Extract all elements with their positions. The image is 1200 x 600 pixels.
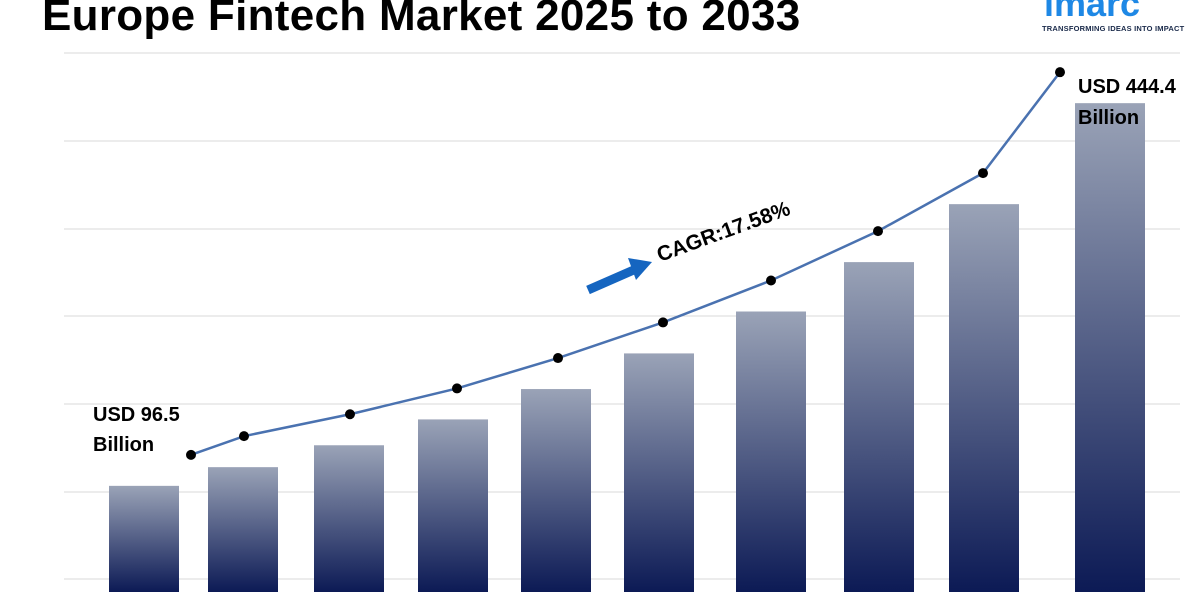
end-value-label: USD 444.4	[1078, 76, 1177, 98]
page-title: Europe Fintech Market 2025 to 2033	[42, 0, 801, 40]
start-unit-label: Billion	[93, 434, 154, 456]
trend-marker	[553, 353, 563, 364]
bar	[208, 467, 278, 592]
imarc-logo: imarc TRANSFORMING IDEAS INTO IMPACT	[1040, 0, 1200, 38]
cagr-arrow-group	[586, 258, 652, 295]
trend-marker	[1055, 67, 1065, 78]
trend-line	[190, 71, 1061, 457]
bar	[736, 311, 806, 592]
trend-line-group	[186, 67, 1065, 460]
logo-wordmark: imarc	[1044, 0, 1141, 24]
cagr-arrow-head	[628, 258, 652, 280]
trend-marker	[766, 275, 776, 286]
bar	[109, 485, 179, 592]
logo-tagline: TRANSFORMING IDEAS INTO IMPACT	[1042, 24, 1185, 33]
trend-marker	[345, 409, 355, 420]
trend-marker	[186, 449, 196, 460]
bar	[844, 262, 914, 592]
bar	[521, 389, 591, 592]
trend-marker	[978, 168, 988, 179]
bar	[949, 204, 1019, 592]
bar	[624, 353, 694, 592]
trend-marker	[239, 431, 249, 442]
cagr-arrow-shaft	[586, 264, 638, 295]
bar	[418, 419, 488, 592]
bar	[314, 445, 384, 592]
bar	[1075, 103, 1145, 592]
end-unit-label: Billion	[1078, 107, 1139, 129]
trend-marker	[658, 317, 668, 328]
trend-marker	[873, 226, 883, 237]
cagr-label: CAGR:17.58%	[654, 197, 794, 267]
bars	[109, 103, 1145, 592]
start-value-label: USD 96.5	[93, 404, 180, 426]
trend-marker	[452, 383, 462, 394]
